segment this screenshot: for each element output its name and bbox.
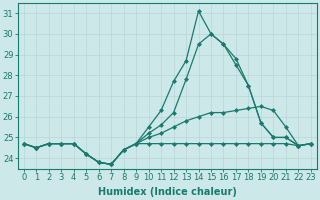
X-axis label: Humidex (Indice chaleur): Humidex (Indice chaleur) xyxy=(98,187,237,197)
